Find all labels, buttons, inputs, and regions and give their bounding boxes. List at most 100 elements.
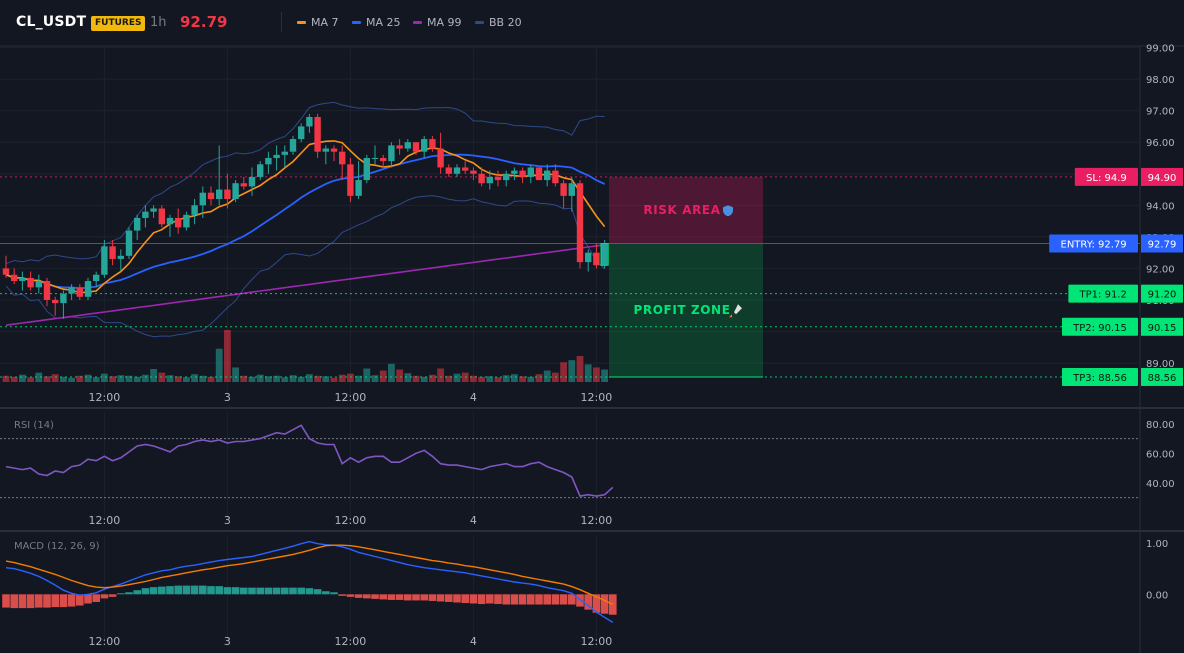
candle-body[interactable] [585, 252, 592, 263]
macd-histogram-bar [117, 593, 125, 595]
candle-body[interactable] [429, 139, 436, 149]
candle-body[interactable] [363, 158, 370, 181]
candle-body[interactable] [511, 170, 518, 174]
macd-histogram-bar [461, 594, 469, 603]
candle-body[interactable] [101, 246, 108, 275]
candle-body[interactable] [568, 183, 575, 196]
price-axis-tag-label: 94.90 [1148, 173, 1177, 184]
candle-body[interactable] [404, 142, 411, 149]
candle-body[interactable] [560, 183, 567, 196]
candle-body[interactable] [150, 208, 157, 212]
volume-bar [215, 348, 223, 382]
risk-area-zone[interactable] [609, 176, 763, 244]
volume-bar [429, 374, 436, 382]
candle-body[interactable] [35, 281, 42, 288]
candle-body[interactable] [240, 183, 247, 187]
macd-histogram-bar [223, 587, 232, 595]
candle-body[interactable] [421, 139, 428, 152]
candle-body[interactable] [519, 170, 526, 177]
candle-body[interactable] [265, 158, 272, 165]
candle-body[interactable] [330, 148, 338, 152]
volume-bar [511, 374, 518, 382]
volume-bar [347, 373, 354, 382]
candle-body[interactable] [576, 183, 584, 263]
candle-body[interactable] [60, 293, 67, 304]
candle-body[interactable] [470, 170, 477, 174]
macd-histogram-bar [436, 594, 445, 602]
candle-body[interactable] [322, 148, 329, 152]
volume-bar [35, 372, 43, 382]
candle-body[interactable] [486, 176, 493, 184]
candle-body[interactable] [52, 299, 59, 304]
candle-body[interactable] [216, 189, 223, 200]
candle-body[interactable] [273, 154, 280, 158]
volume-bar [584, 364, 592, 382]
candle-body[interactable] [93, 274, 100, 282]
candle-body[interactable] [76, 287, 83, 297]
candle-body[interactable] [552, 170, 559, 184]
candle-body[interactable] [289, 139, 297, 152]
candle-body[interactable] [207, 192, 215, 200]
candle-body[interactable] [339, 151, 346, 165]
candle-body[interactable] [175, 217, 182, 228]
candle-body[interactable] [2, 268, 10, 275]
candle-body[interactable] [503, 173, 510, 181]
macd-histogram-bar [84, 594, 92, 604]
candle-body[interactable] [494, 176, 502, 181]
legend-ma25[interactable]: MA 25 [352, 16, 401, 29]
candle-body[interactable] [437, 148, 444, 168]
volume-bar [10, 376, 18, 382]
candle-body[interactable] [158, 208, 165, 225]
candle-body[interactable] [224, 189, 231, 200]
candle-body[interactable] [134, 217, 141, 231]
legend-bb20[interactable]: BB 20 [475, 16, 522, 29]
candle-body[interactable] [535, 167, 543, 181]
volume-bar [68, 377, 75, 382]
candle-body[interactable] [19, 277, 26, 282]
candle-body[interactable] [281, 151, 288, 155]
candle-body[interactable] [478, 173, 485, 184]
candle-body[interactable] [183, 214, 190, 228]
candle-body[interactable] [257, 164, 264, 177]
candle-body[interactable] [43, 281, 51, 300]
legend-ma7[interactable]: MA 7 [297, 16, 339, 29]
last-candle-highlight [600, 242, 609, 266]
candle-body[interactable] [412, 142, 420, 152]
candle-body[interactable] [117, 255, 124, 259]
candle-body[interactable] [593, 252, 600, 266]
candle-body[interactable] [199, 192, 206, 206]
candle-body[interactable] [248, 176, 256, 187]
candle-body[interactable] [11, 274, 18, 282]
macd-histogram-bar [264, 587, 273, 595]
candle-body[interactable] [298, 126, 305, 140]
macd-histogram-bar [35, 594, 43, 608]
candle-body[interactable] [232, 183, 239, 200]
candle-body[interactable] [544, 170, 551, 181]
timeframe-selector[interactable]: 1h [150, 15, 167, 30]
candle-body[interactable] [453, 167, 461, 174]
candle-body[interactable] [125, 230, 133, 256]
candle-body[interactable] [166, 217, 174, 225]
candle-body[interactable] [68, 287, 75, 294]
candle-body[interactable] [462, 167, 469, 171]
candle-body[interactable] [396, 145, 403, 149]
candle-body[interactable] [388, 145, 395, 162]
candle-body[interactable] [445, 167, 452, 174]
candle-body[interactable] [527, 167, 534, 177]
candle-body[interactable] [355, 180, 362, 196]
candle-body[interactable] [142, 211, 149, 218]
candle-body[interactable] [371, 158, 379, 159]
symbol-title[interactable]: CL_USDT [16, 14, 87, 30]
candle-body[interactable] [191, 205, 198, 215]
candle-body[interactable] [380, 158, 387, 162]
candle-body[interactable] [27, 277, 34, 288]
macd-histogram-bar [609, 594, 617, 615]
legend-ma99[interactable]: MA 99 [413, 16, 462, 29]
candle-body[interactable] [601, 243, 608, 266]
candle-body[interactable] [306, 116, 313, 127]
candle-body[interactable] [109, 246, 116, 259]
candle-body[interactable] [347, 164, 354, 196]
candle-body[interactable] [314, 116, 321, 152]
candle-body[interactable] [84, 281, 92, 297]
